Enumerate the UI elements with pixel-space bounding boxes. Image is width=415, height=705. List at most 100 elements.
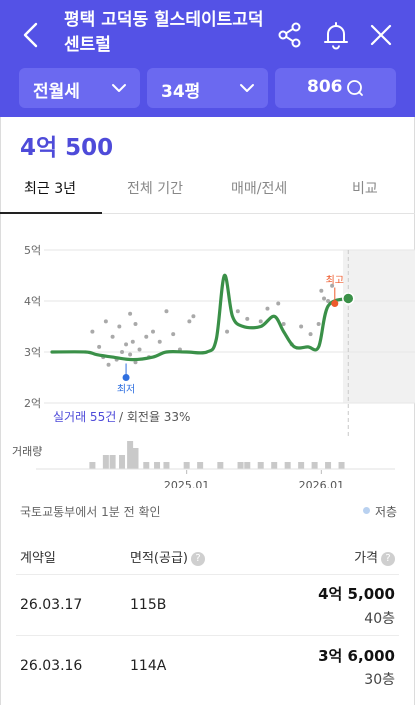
comment-count: 806 — [307, 77, 343, 97]
max-marker — [331, 300, 339, 308]
header-bar: 평택 고덕동 힐스테이트고덕 센트럴 전월세 34평 806 — [0, 0, 415, 117]
transaction-dot — [117, 324, 122, 329]
volume-bar — [143, 462, 150, 469]
volume-bar — [298, 462, 305, 469]
row-2-date: 26.03.16 — [20, 658, 83, 674]
volume-bar — [132, 448, 139, 469]
transaction-dot — [322, 296, 327, 301]
transaction-dot — [90, 329, 95, 334]
y-tick-label: 5억 — [24, 244, 41, 257]
page-title: 평택 고덕동 힐스테이트고덕 센트럴 — [64, 10, 264, 55]
tab-all-period[interactable]: 전체 기간 — [127, 181, 183, 197]
x-axis-labels: 2025.01 2026.01 — [164, 470, 344, 488]
help-icon[interactable]: ? — [381, 552, 395, 566]
row-2-price: 3억 6,000 — [318, 647, 395, 665]
transaction-dot — [128, 311, 133, 316]
row-1-floor: 40층 — [364, 611, 395, 627]
transaction-dot — [97, 344, 102, 349]
volume-bar — [271, 462, 278, 469]
header-price-label: 가격 — [354, 551, 378, 566]
volume-bar — [257, 462, 264, 469]
max-label: 최고 — [326, 275, 344, 287]
transaction-dot — [110, 334, 115, 339]
share-icon[interactable] — [275, 20, 305, 50]
volume-bar — [102, 455, 109, 469]
transaction-dot — [330, 283, 335, 288]
x-tick-label: 2025.01 — [164, 479, 210, 488]
turnover-rate: / 회전율 33% — [119, 410, 190, 424]
price-line — [50, 273, 350, 362]
transaction-dot — [133, 321, 138, 326]
deal-type-dropdown[interactable]: 전월세 — [19, 68, 140, 108]
bell-icon[interactable] — [321, 20, 351, 50]
deal-count: 실거래 55건 — [53, 410, 116, 424]
transaction-dot — [326, 299, 331, 303]
transaction-dot — [171, 332, 176, 337]
transaction-dot — [137, 347, 142, 352]
deal-type-label: 전월세 — [33, 82, 80, 102]
tab-sale-jeonse[interactable]: 매매/전세 — [231, 181, 288, 197]
left-frame-border — [0, 117, 1, 705]
transaction-dot — [245, 316, 250, 321]
chevron-down-icon — [240, 84, 254, 92]
volume-bar — [338, 462, 345, 469]
tab-recent-3-years[interactable]: 최근 3년 — [24, 181, 76, 197]
header-area-label: 면적(공급) — [130, 551, 188, 566]
comments-button[interactable]: 806 — [275, 68, 396, 108]
divider — [16, 635, 399, 636]
tab-compare[interactable]: 비교 — [352, 181, 378, 197]
volume-bar — [127, 441, 134, 469]
current-point-marker — [342, 292, 355, 305]
x-tick-label: 2026.01 — [299, 479, 345, 488]
header-area: 면적(공급)? — [130, 547, 205, 566]
volume-label: 거래량 — [12, 445, 42, 458]
transaction-dot — [151, 329, 155, 334]
transaction-dot — [299, 324, 304, 329]
transaction-dots — [90, 283, 335, 367]
size-label: 34평 — [161, 82, 201, 102]
low-floor-legend-dot — [363, 507, 370, 514]
transaction-dot — [265, 306, 270, 311]
volume-bar — [183, 462, 190, 469]
comment-bubble-icon — [347, 80, 363, 96]
transaction-dot — [106, 362, 111, 367]
volume-bar — [244, 462, 251, 469]
transaction-dot — [235, 309, 240, 314]
transaction-dot — [187, 319, 192, 324]
future-shaded-area — [343, 250, 415, 403]
volume-bar — [311, 462, 318, 469]
transaction-dot — [276, 301, 281, 306]
volume-bar — [325, 462, 332, 469]
transaction-dot — [258, 319, 263, 324]
volume-bar — [154, 462, 161, 469]
header-contract-date: 계약일 — [20, 551, 56, 566]
period-tabs: 최근 3년 전체 기간 매매/전세 비교 — [0, 172, 415, 214]
row-1-area: 115B — [130, 597, 167, 613]
help-icon[interactable]: ? — [190, 552, 205, 566]
transaction-dot — [120, 350, 125, 354]
y-tick-label: 2억 — [24, 397, 41, 410]
close-icon[interactable] — [366, 20, 396, 50]
header-price: 가격? — [354, 547, 395, 566]
volume-bar — [217, 462, 224, 469]
transaction-dot — [308, 332, 313, 337]
volume-bar — [197, 462, 204, 469]
transaction-dot — [191, 314, 196, 319]
volume-bar — [163, 462, 170, 469]
y-tick-label: 4억 — [24, 295, 41, 308]
current-price: 4억 500 — [20, 135, 114, 161]
row-2-floor: 30층 — [364, 672, 395, 688]
chevron-down-icon — [112, 84, 126, 92]
size-dropdown[interactable]: 34평 — [147, 68, 268, 108]
min-marker — [122, 374, 130, 381]
volume-bars — [89, 441, 345, 469]
volume-bar — [89, 462, 96, 469]
transaction-dot — [281, 321, 286, 326]
row-1-date: 26.03.17 — [20, 597, 83, 613]
transaction-dot — [316, 321, 321, 326]
back-arrow-icon[interactable] — [18, 20, 44, 50]
volume-bar — [119, 455, 126, 469]
transaction-dot — [128, 352, 133, 357]
